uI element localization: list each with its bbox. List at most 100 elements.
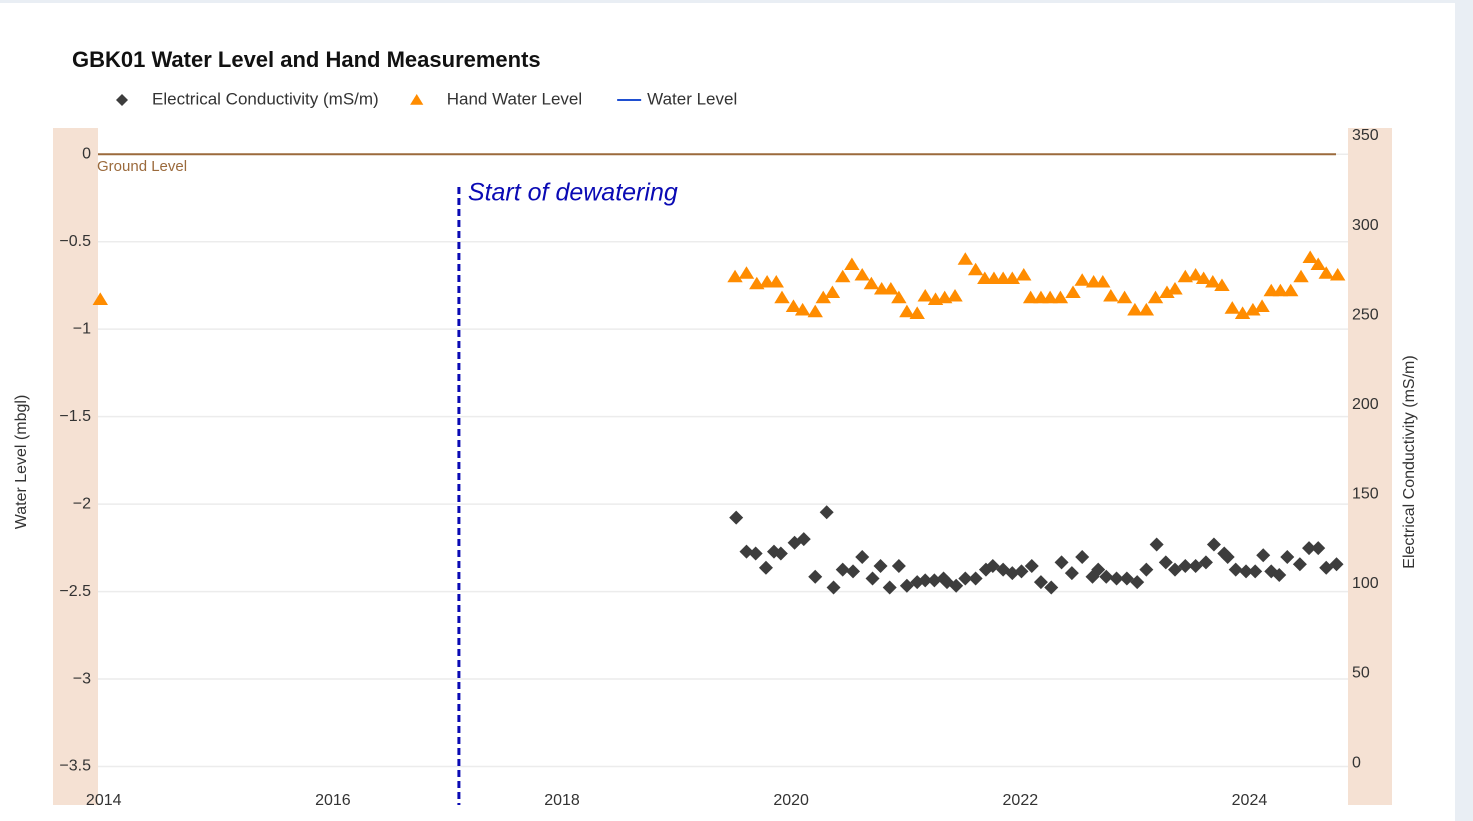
marker — [1254, 299, 1270, 313]
marker — [1206, 537, 1221, 552]
marker — [835, 269, 851, 283]
marker — [1042, 290, 1058, 304]
marker — [758, 560, 773, 575]
marker — [958, 571, 973, 586]
marker — [1272, 567, 1287, 582]
y-tick-label: −3 — [73, 670, 91, 687]
marker — [774, 290, 790, 304]
marker — [873, 559, 888, 574]
marker — [815, 290, 831, 304]
marker — [808, 569, 823, 584]
marker — [1074, 273, 1090, 286]
marker — [796, 532, 811, 547]
marker — [918, 573, 933, 588]
y-tick-label: −0.5 — [59, 233, 91, 250]
marker — [1158, 555, 1173, 570]
y2-axis-band — [1348, 128, 1392, 805]
marker — [1167, 281, 1183, 295]
marker — [1116, 290, 1133, 304]
marker — [846, 564, 861, 579]
y-tick-label: −1 — [73, 320, 91, 337]
marker — [1159, 285, 1175, 299]
y-axis-label: Water Level (mbgl) — [13, 395, 30, 530]
y2-tick-label: 300 — [1352, 217, 1379, 234]
chart-title: GBK01 Water Level and Hand Measurements — [72, 47, 541, 72]
marker — [949, 578, 964, 593]
marker — [883, 281, 899, 295]
marker — [1130, 575, 1145, 590]
marker — [1004, 271, 1020, 285]
marker — [1064, 566, 1079, 581]
marker — [1283, 283, 1299, 297]
marker — [1205, 274, 1221, 288]
marker — [729, 510, 744, 525]
marker — [1224, 301, 1240, 314]
marker — [819, 505, 834, 520]
marker — [1091, 562, 1106, 577]
marker — [1109, 571, 1124, 586]
marker — [947, 288, 963, 302]
marker — [1239, 564, 1254, 579]
marker — [739, 544, 754, 559]
marker — [1014, 564, 1029, 579]
marker — [1022, 290, 1039, 304]
marker — [1311, 541, 1326, 556]
marker — [1329, 267, 1346, 281]
marker — [785, 299, 802, 313]
marker — [1248, 564, 1263, 579]
marker — [882, 580, 897, 595]
marker — [1272, 283, 1289, 297]
annotation: Ground Level — [97, 158, 187, 175]
y2-tick-label: 150 — [1352, 486, 1379, 503]
marker — [1318, 266, 1334, 279]
marker — [738, 266, 755, 279]
x-tick-label: 2024 — [1232, 792, 1268, 809]
marker — [854, 267, 870, 281]
marker — [1187, 267, 1204, 281]
y-tick-label: −1.5 — [59, 408, 91, 425]
marker — [1052, 290, 1069, 304]
marker — [1033, 575, 1048, 590]
marker — [1195, 271, 1212, 285]
marker — [1220, 550, 1235, 565]
annotation: Start of dewatering — [468, 179, 678, 207]
marker — [891, 559, 906, 574]
marker — [1005, 566, 1020, 581]
marker — [927, 573, 942, 588]
y2-tick-label: 0 — [1352, 754, 1361, 771]
marker — [1147, 290, 1164, 304]
marker — [1139, 562, 1154, 577]
marker — [909, 306, 925, 320]
y2-axis-label: Electrical Conductivity (mS/m) — [1401, 355, 1418, 568]
marker — [1099, 569, 1114, 584]
y-tick-label: −2.5 — [59, 583, 91, 600]
marker — [727, 269, 743, 283]
y2-tick-label: 50 — [1352, 665, 1370, 682]
legend-label: Water Level — [647, 89, 737, 108]
y-tick-label: −3.5 — [59, 758, 91, 775]
marker — [1044, 580, 1059, 595]
marker — [1054, 555, 1069, 570]
y-tick-label: −2 — [73, 495, 91, 512]
marker — [1329, 557, 1344, 572]
marker — [824, 285, 841, 299]
y-axis-band — [53, 128, 98, 805]
marker — [768, 274, 784, 288]
marker — [967, 262, 984, 276]
marker — [1178, 559, 1193, 574]
marker — [748, 546, 763, 561]
marker — [773, 546, 788, 561]
legend-symbol — [410, 94, 424, 105]
marker — [917, 288, 933, 302]
marker — [807, 304, 823, 318]
marker — [844, 257, 860, 271]
marker — [891, 290, 907, 304]
marker — [835, 562, 850, 577]
marker — [1149, 537, 1164, 552]
marker — [1095, 274, 1111, 288]
panel — [0, 3, 1455, 821]
marker — [957, 252, 974, 265]
marker — [1198, 555, 1213, 570]
marker — [1310, 257, 1326, 271]
marker — [1302, 541, 1317, 556]
